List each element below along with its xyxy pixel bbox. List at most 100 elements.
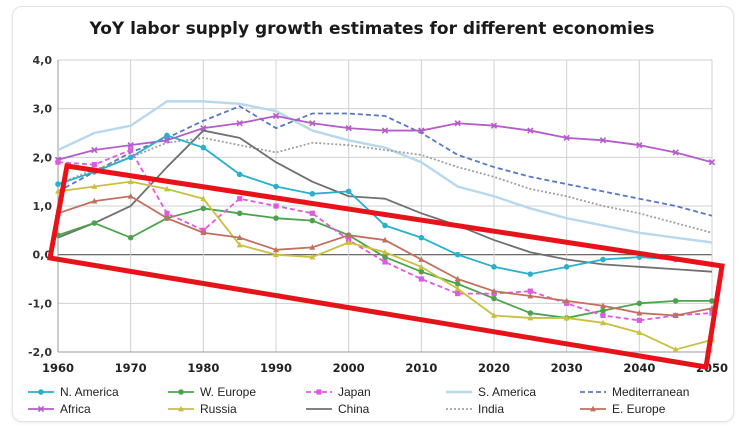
data-point [55,181,61,187]
data-point [491,295,497,302]
series-japan [55,147,715,323]
data-point [563,264,570,270]
data-point [91,197,98,204]
series-n-america [55,132,715,277]
series-line [57,115,713,164]
data-point [163,137,171,144]
series-layer [54,100,716,352]
legend-item-w-europe: W. Europe [168,385,256,399]
data-point [382,259,388,265]
y-tick-label: 1,0 [33,200,53,213]
legend-item-e-europe: E. Europe [580,402,666,416]
legend-label: N. America [60,385,119,399]
data-point [55,159,61,165]
x-tick-label: 1980 [187,361,219,375]
data-point [600,302,606,309]
data-point [91,220,98,226]
legend-label: W. Europe [200,385,256,399]
data-point [490,122,498,129]
marker-stroke [127,142,134,149]
data-point [200,124,207,132]
marker-stroke [563,134,570,142]
legend-item-africa: Africa [28,402,91,416]
data-point [527,310,534,316]
series-china [57,129,713,273]
data-point [236,234,243,241]
data-point [672,312,679,318]
data-point [709,298,715,304]
legend: N. America W. Europe Japan S. America Medite… [28,385,689,416]
x-tick-label: 1960 [42,361,74,375]
data-point [382,222,388,229]
data-point [236,210,243,217]
data-point [454,275,461,282]
y-axis-ticks: -2,0 -1,0 0,0 1,0 2,0 3,0 4,0 [28,54,52,359]
data-point [672,149,679,156]
data-point [636,317,642,323]
series-line [57,136,713,234]
data-point [455,291,461,297]
data-point [708,159,716,166]
marker-stroke [599,137,607,144]
legend-marker [178,405,184,412]
data-point [491,291,497,297]
data-point [345,124,352,132]
data-point [454,120,461,127]
data-point [309,253,316,260]
y-tick-label: -2,0 [28,346,52,359]
data-point [91,146,98,154]
data-point [309,217,316,224]
data-point [382,236,388,243]
marker-stroke [163,137,171,144]
marker-stroke [527,127,534,134]
data-point [91,183,98,189]
data-point [127,234,134,241]
data-point [709,310,715,316]
data-point [491,264,497,270]
legend-item-india: India [446,402,504,416]
data-point [418,276,424,282]
data-point [382,254,388,260]
legend-item-russia: Russia [168,402,237,416]
marker-stroke [418,127,425,134]
data-point [127,178,134,185]
x-tick-label: 2000 [333,361,365,375]
legend-label: Mediterranean [612,385,689,399]
data-point [600,312,606,319]
data-point [237,196,243,202]
data-point [273,183,279,190]
data-point [491,312,497,318]
x-tick-label: 2040 [623,361,655,375]
x-tick-label: 2030 [551,361,583,375]
marker-stroke [309,120,316,127]
y-tick-label: 3,0 [33,103,53,116]
legend-label: E. Europe [612,402,666,416]
legend-marker [178,389,184,395]
chart-title: YoY labor supply growth estimates for di… [88,19,654,39]
data-point [345,239,352,245]
data-point [563,297,570,304]
x-tick-label: 1990 [260,361,292,375]
data-point [454,285,461,292]
marker-stroke [37,405,45,413]
legend-item-s-america: S. America [446,385,536,399]
data-point [200,195,207,202]
data-point [527,314,534,321]
data-point [164,210,170,216]
data-point [309,210,315,216]
legend-item-japan: Japan [306,385,371,399]
data-point [600,256,606,263]
y-tick-label: -1,0 [28,297,52,310]
annotation-layer [47,163,725,370]
legend-label: Japan [338,385,371,399]
data-point [345,232,352,238]
x-tick-label: 2010 [405,361,437,375]
series-line [57,149,713,322]
marker-stroke [672,149,679,156]
data-point [200,205,207,212]
data-point [273,215,279,221]
data-point [636,329,643,335]
data-point [600,319,606,326]
data-point [236,171,243,178]
data-point [382,249,388,255]
